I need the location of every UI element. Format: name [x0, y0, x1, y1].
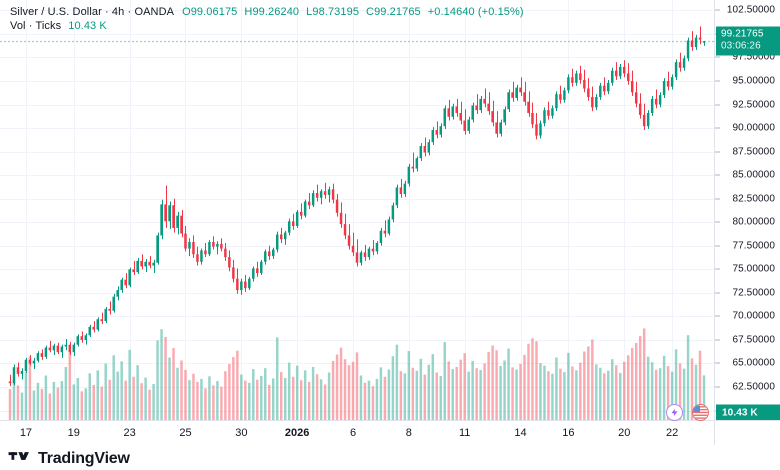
bar-countdown: 03:06:26: [721, 40, 761, 52]
price-tick-label: 82.50000: [732, 193, 775, 205]
price-tick-mark: [715, 245, 720, 247]
price-scale[interactable]: 99.21765 03:06:26 10.43 K 102.50000100.0…: [714, 0, 780, 420]
chart-footer: TradingView: [0, 445, 780, 470]
time-tick-label: 8: [405, 427, 412, 439]
price-tick-mark: [715, 362, 720, 364]
price-tick-mark: [715, 292, 720, 294]
time-tick-label: 11: [458, 427, 471, 439]
price-tick-mark: [715, 221, 720, 223]
tradingview-brand-name: TradingView: [38, 449, 130, 467]
price-tick-label: 67.50000: [732, 334, 775, 346]
price-tick-mark: [715, 9, 720, 11]
price-tick-mark: [715, 268, 720, 270]
time-tick-label: 22: [665, 427, 679, 439]
price-tick-label: 90.00000: [732, 122, 775, 134]
price-tick-label: 85.00000: [732, 169, 775, 181]
price-tick-label: 65.00000: [732, 357, 775, 369]
time-tick-label: 23: [123, 427, 136, 439]
price-tick-mark: [715, 315, 720, 317]
time-tick-label: 16: [562, 427, 575, 439]
time-scale[interactable]: 1719232530202668111416202225: [0, 420, 726, 446]
us-flag-icon[interactable]: [692, 404, 709, 421]
price-tick-label: 80.00000: [732, 216, 775, 228]
lightning-bolt-icon[interactable]: [666, 404, 683, 421]
price-tick-label: 102.50000: [726, 4, 775, 16]
price-tick-mark: [715, 198, 720, 200]
current-price-badge: 99.21765 03:06:26: [716, 26, 780, 56]
price-tick-label: 97.50000: [732, 51, 775, 63]
candlestick-series: [0, 26, 714, 420]
price-tick-label: 77.50000: [732, 240, 775, 252]
price-tick-mark: [715, 80, 720, 82]
current-price-value: 99.21765: [721, 28, 764, 40]
time-tick-label: 17: [19, 427, 33, 439]
time-tick-label: 14: [514, 427, 527, 439]
price-tick-mark: [715, 56, 720, 58]
price-tick-label: 75.00000: [732, 263, 775, 275]
time-tick-label: 20: [618, 427, 631, 439]
price-tick-label: 70.00000: [732, 310, 775, 322]
price-tick-label: 62.50000: [732, 381, 775, 393]
time-tick-label: 6: [349, 427, 357, 439]
price-tick-label: 87.50000: [732, 146, 775, 158]
price-tick-mark: [715, 386, 720, 388]
volume-value-badge: 10.43 K: [716, 404, 780, 420]
price-tick-mark: [715, 151, 720, 153]
chart-status-badges: [666, 404, 709, 421]
time-tick-label: 2026: [284, 427, 310, 439]
axis-corner: [714, 420, 780, 446]
price-tick-label: 92.50000: [732, 99, 775, 111]
tradingview-brand[interactable]: TradingView: [8, 449, 130, 468]
chart-plot-area[interactable]: [0, 0, 714, 420]
price-tick-mark: [715, 174, 720, 176]
time-tick-label: 25: [179, 427, 192, 439]
price-tick-mark: [715, 104, 720, 106]
price-tick-mark: [715, 339, 720, 341]
price-tick-label: 72.50000: [732, 287, 775, 299]
time-tick-label: 30: [235, 427, 248, 439]
chart-gridlines: [0, 0, 714, 420]
price-tick-label: 95.00000: [732, 75, 775, 87]
price-tick-mark: [715, 127, 720, 129]
time-tick-label: 19: [67, 427, 80, 439]
tradingview-logo-icon: [8, 449, 32, 468]
